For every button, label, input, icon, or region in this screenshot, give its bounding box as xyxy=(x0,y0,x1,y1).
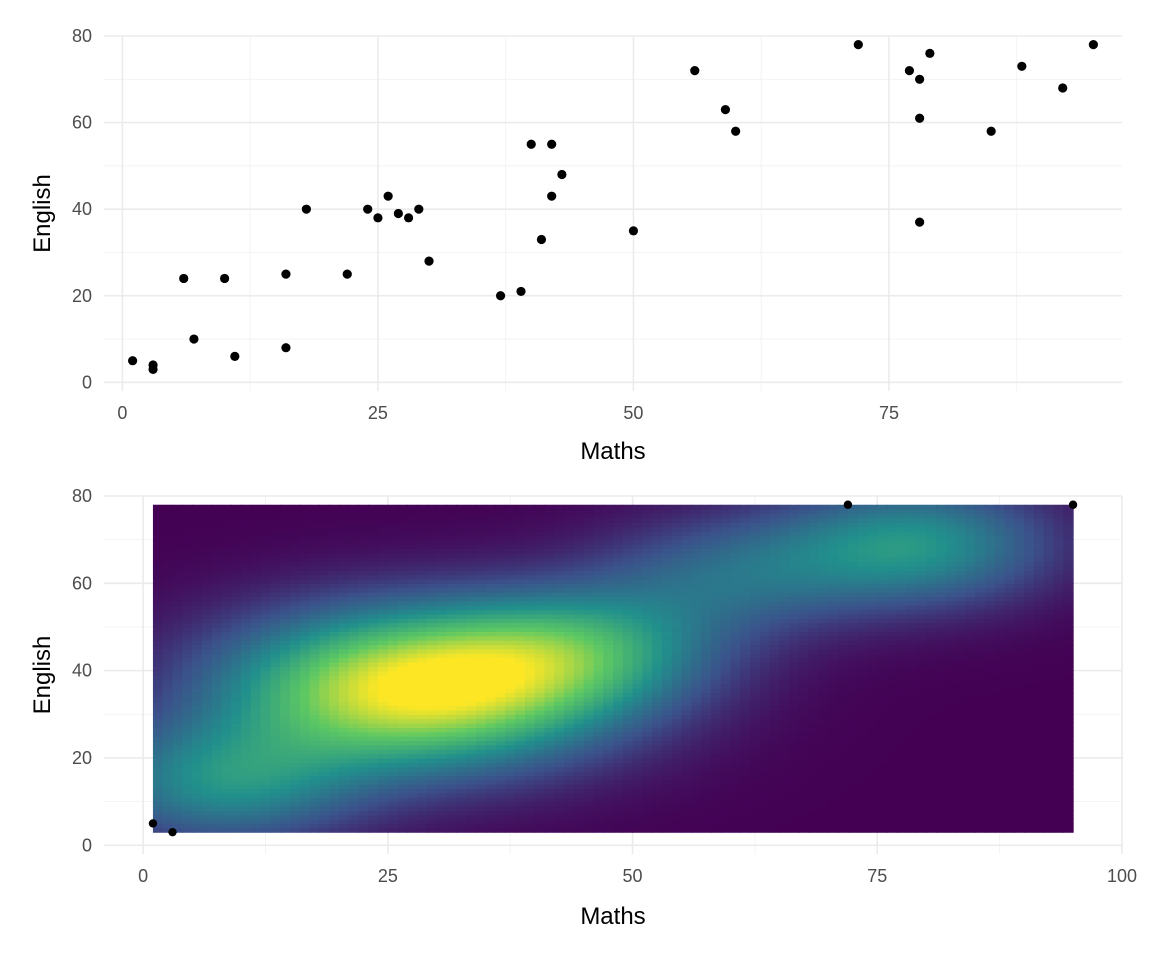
data-point xyxy=(148,364,158,374)
data-point xyxy=(853,40,863,50)
y-tick-label: 20 xyxy=(72,286,92,306)
data-point xyxy=(393,208,403,219)
data-point xyxy=(403,213,414,223)
y-axis-title: English xyxy=(29,174,56,253)
y-tick-label: 40 xyxy=(72,661,92,681)
density-panel: 0 25 50 75 100 0 20 40 60 80 Maths English xyxy=(29,486,1137,930)
data-point xyxy=(189,334,199,344)
data-point xyxy=(547,139,557,149)
data-point xyxy=(281,269,291,279)
data-point xyxy=(904,66,915,76)
x-tick-label: 50 xyxy=(623,866,643,886)
data-point xyxy=(373,213,383,223)
x-tick-label: 0 xyxy=(138,866,148,886)
data-point xyxy=(1017,61,1027,71)
data-point xyxy=(915,217,925,227)
data-point xyxy=(547,191,557,201)
data-point xyxy=(424,256,434,266)
x-tick-label: 50 xyxy=(623,403,643,423)
density-raster xyxy=(152,504,1074,833)
data-point xyxy=(1058,83,1068,93)
data-point xyxy=(536,234,547,245)
data-point xyxy=(179,273,189,284)
y-tick-label: 60 xyxy=(72,113,92,133)
data-point xyxy=(128,356,138,366)
data-point xyxy=(363,204,373,214)
y-tick-label: 60 xyxy=(72,573,92,593)
y-axis-title: English xyxy=(29,636,56,715)
x-tick-label: 100 xyxy=(1107,866,1137,886)
data-point xyxy=(720,104,731,115)
y-tick-label: 80 xyxy=(72,26,92,46)
data-point xyxy=(843,500,853,509)
data-point xyxy=(986,126,996,136)
x-axis-title: Maths xyxy=(580,438,645,465)
x-tick-label: 25 xyxy=(378,866,398,886)
x-tick-label: 25 xyxy=(368,403,388,423)
data-point xyxy=(383,191,393,201)
data-point xyxy=(168,827,177,837)
y-tick-label: 40 xyxy=(72,199,92,219)
data-point xyxy=(557,169,567,180)
data-point xyxy=(628,226,639,236)
scatter-panel: 0 25 50 75 0 20 40 60 80 Maths English xyxy=(29,26,1122,465)
data-point xyxy=(925,48,935,58)
data-point xyxy=(342,269,352,279)
data-point xyxy=(281,343,291,353)
data-point xyxy=(220,273,230,284)
data-point xyxy=(1088,40,1098,50)
data-point xyxy=(915,113,925,123)
y-tick-label: 20 xyxy=(72,748,92,768)
data-point xyxy=(526,139,536,149)
data-point xyxy=(915,74,925,84)
data-point xyxy=(230,351,240,361)
data-point xyxy=(1068,500,1078,509)
x-axis-title: Maths xyxy=(580,903,645,930)
x-tick-label: 75 xyxy=(867,866,887,886)
y-tick-label: 0 xyxy=(82,372,92,392)
data-point xyxy=(301,204,311,214)
x-tick-label: 75 xyxy=(879,403,899,423)
data-point xyxy=(148,819,158,828)
y-tick-label: 80 xyxy=(72,486,92,506)
data-point xyxy=(690,66,700,76)
data-point xyxy=(414,204,424,214)
data-point xyxy=(731,126,741,136)
x-tick-label: 0 xyxy=(117,403,127,423)
data-point xyxy=(516,286,526,297)
data-point xyxy=(495,291,506,301)
y-tick-label: 0 xyxy=(82,835,92,855)
